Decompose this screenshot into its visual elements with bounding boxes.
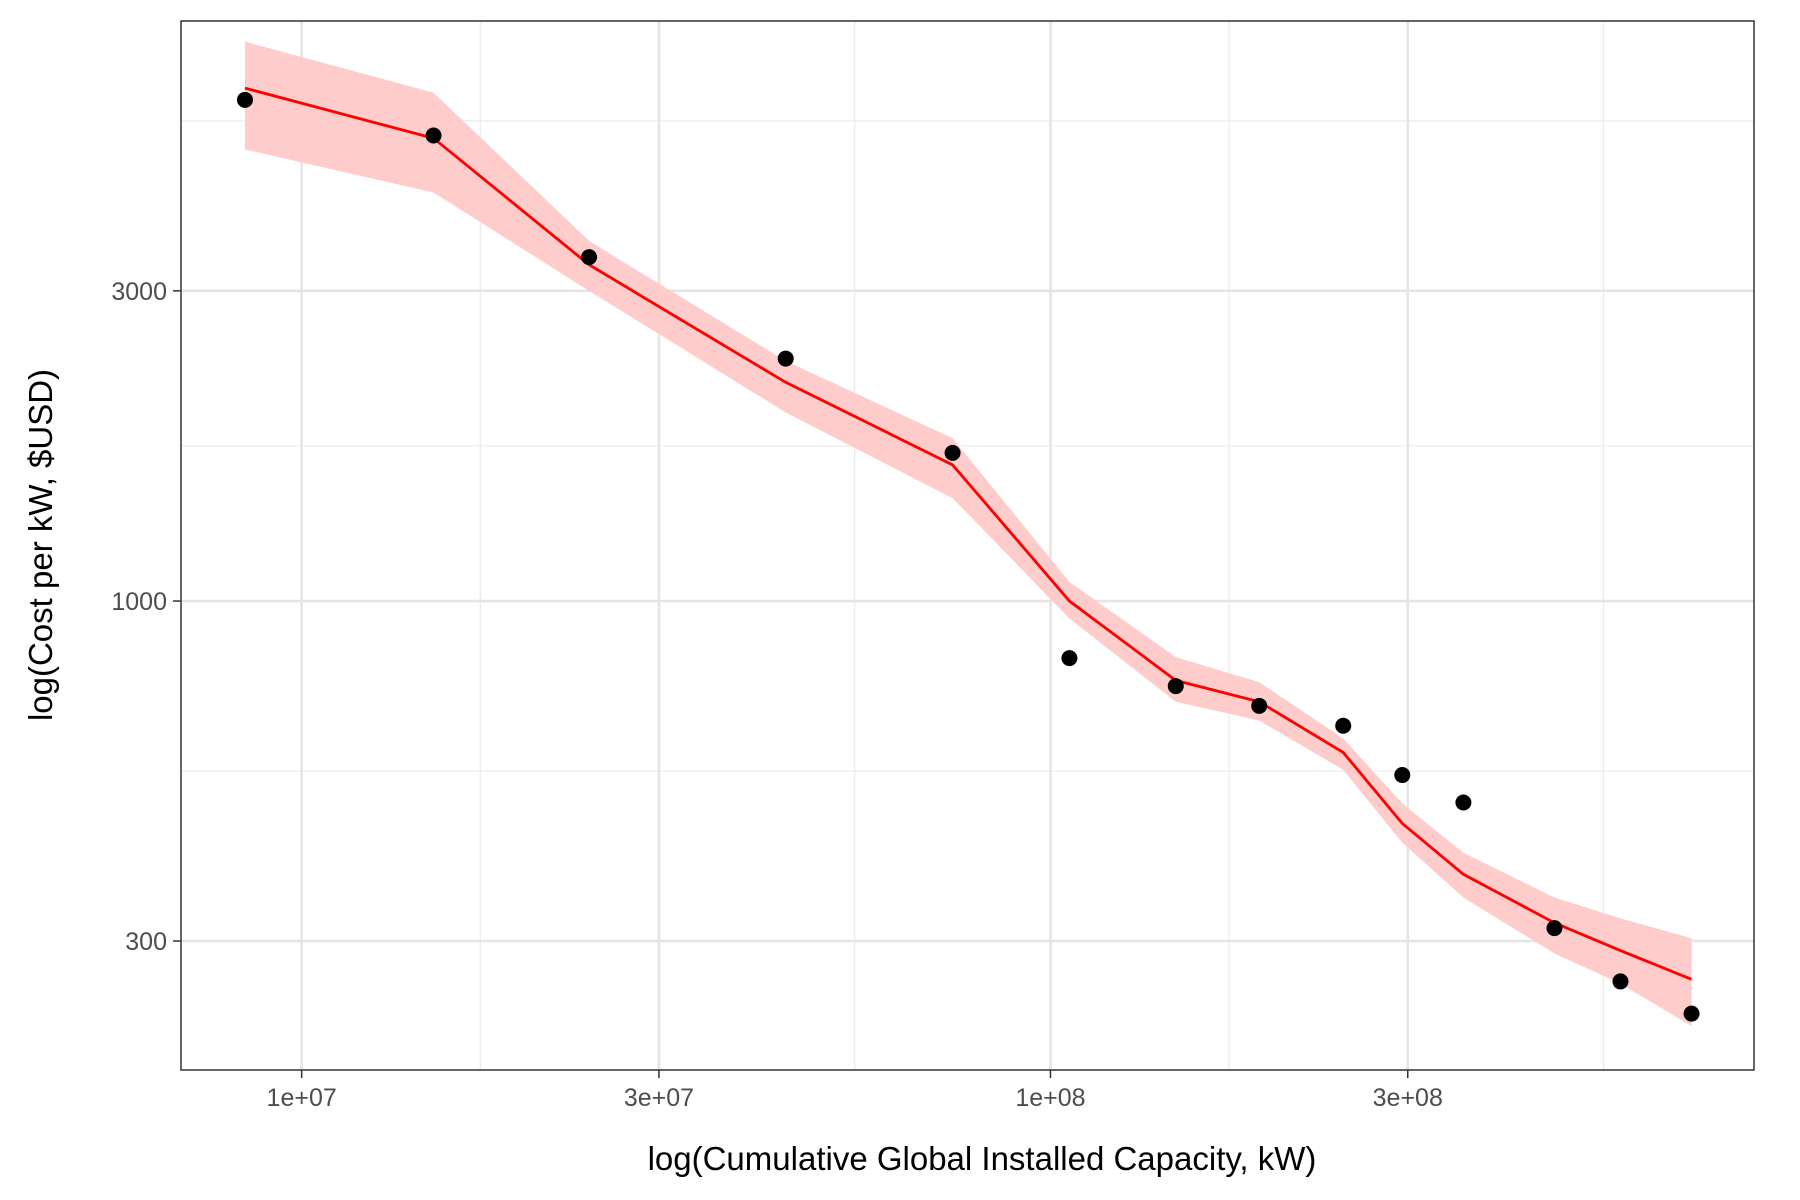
x-tick-label-0: 1e+07 <box>267 1084 337 1112</box>
plot-panel-border <box>180 20 1755 1071</box>
data-point <box>1455 794 1472 811</box>
data-point <box>1394 767 1411 784</box>
data-point <box>1167 678 1184 695</box>
y-tick-label-2: 3000 <box>111 278 167 306</box>
data-point <box>1683 1005 1700 1022</box>
major-gridlines <box>181 21 1754 1070</box>
data-point <box>1251 697 1268 714</box>
data-point <box>581 249 598 266</box>
data-point <box>944 444 961 461</box>
data-point <box>425 127 442 144</box>
x-tick-label-2: 1e+08 <box>1015 1084 1085 1112</box>
confidence-band <box>244 41 1692 1027</box>
x-tick-label-1: 3e+07 <box>624 1084 694 1112</box>
y-tick-label-0: 300 <box>125 928 167 956</box>
data-point <box>1061 650 1078 667</box>
data-point <box>1546 920 1563 937</box>
fit-line <box>244 86 1693 981</box>
data-point <box>777 350 794 367</box>
x-axis-title: log(Cumulative Global Installed Capacity… <box>648 1140 1317 1177</box>
x-tick-label-3: 3e+08 <box>1373 1084 1443 1112</box>
y-axis-ticks: 300 1000 3000 <box>111 278 181 956</box>
data-points <box>236 91 1700 1022</box>
data-point <box>1612 973 1629 990</box>
x-axis-ticks: 1e+07 3e+07 1e+08 3e+08 <box>267 1070 1443 1112</box>
y-tick-label-1: 1000 <box>111 588 167 616</box>
y-axis-title: log(Cost per kW, $USD) <box>22 369 59 721</box>
data-point <box>236 91 253 108</box>
data-point <box>1335 717 1352 734</box>
